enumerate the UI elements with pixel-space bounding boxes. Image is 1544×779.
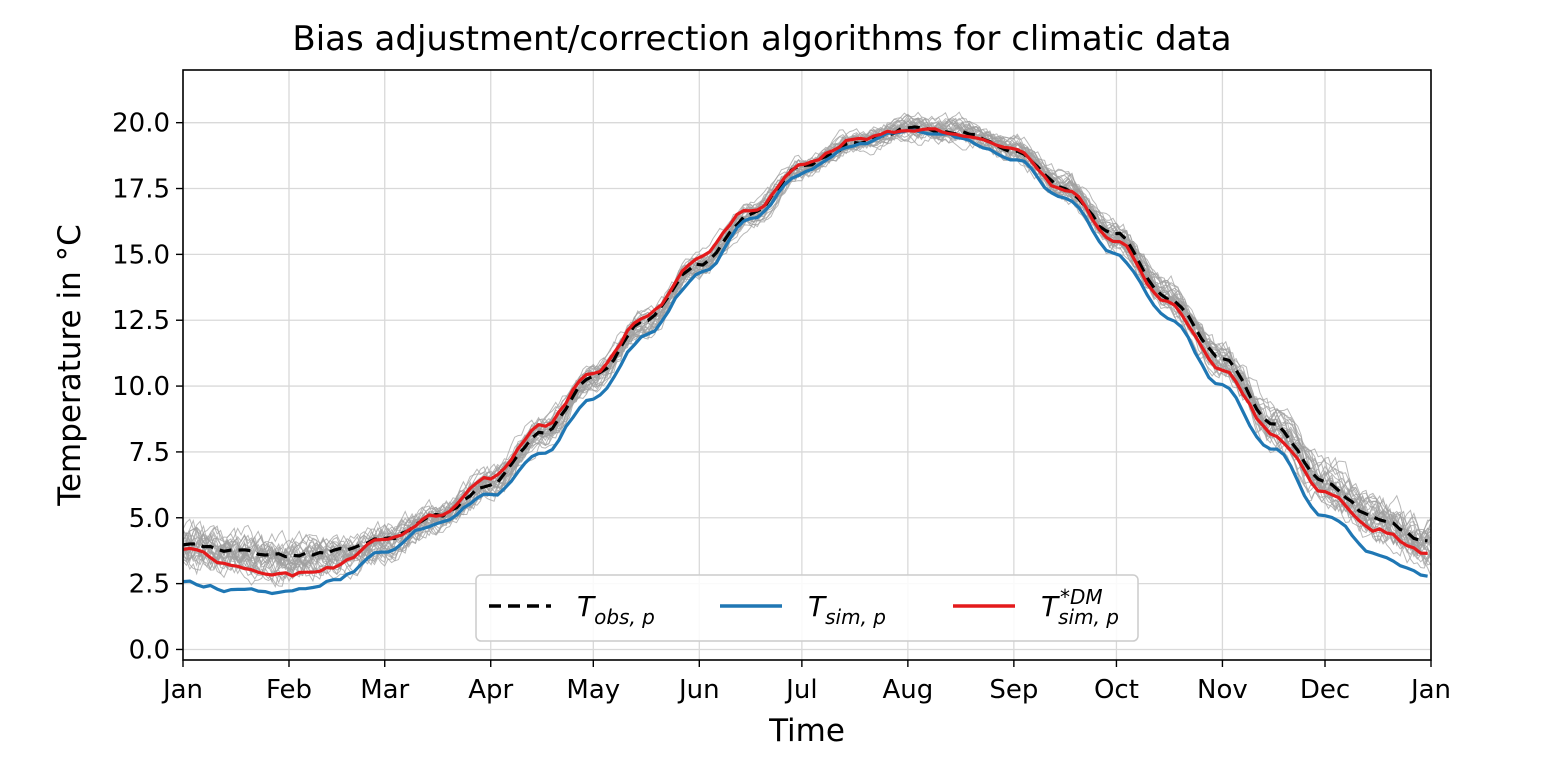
ensemble-line (182, 116, 1432, 567)
x-tick-label: Apr (468, 675, 513, 705)
ensemble-line (182, 119, 1432, 583)
y-tick-label: 20.0 (112, 109, 170, 139)
ensemble-line (182, 119, 1432, 570)
series-line-1 (182, 128, 1428, 596)
ensemble-line (182, 125, 1432, 584)
x-tick-label: Jan (161, 675, 203, 705)
ensemble-line (182, 118, 1432, 567)
y-tick-label: 12.5 (112, 306, 170, 336)
x-tick-label: Oct (1094, 675, 1139, 705)
ensemble-line (182, 128, 1432, 580)
x-tick-label: Jul (784, 675, 817, 705)
y-axis-ticks: 0.0 2.5 5.0 7.5 10.0 12.5 15.0 17.5 20.0 (112, 109, 183, 665)
x-tick-label: May (566, 675, 620, 705)
x-tick-label: Mar (360, 675, 409, 705)
ensemble-line (182, 125, 1432, 577)
y-tick-label: 15.0 (112, 240, 170, 270)
y-tick-label: 7.5 (129, 438, 170, 468)
plot-frame (182, 69, 1432, 661)
x-tick-label: Aug (882, 675, 933, 705)
ensemble-line (182, 117, 1432, 576)
legend-label-0: Tobs, p (577, 590, 655, 629)
ensemble-line (182, 118, 1432, 567)
x-tick-label: Jan (1409, 675, 1451, 705)
x-tick-label: Jun (677, 675, 720, 705)
y-tick-label: 10.0 (112, 372, 170, 402)
ensemble-line (182, 111, 1432, 567)
ensemble-line (182, 113, 1432, 564)
ensemble-line (182, 113, 1432, 576)
ensemble-line (182, 120, 1432, 580)
ensemble-line (182, 111, 1432, 574)
ensemble-line (182, 123, 1432, 577)
ensemble-line (182, 127, 1432, 584)
x-axis-ticks: Jan Feb Mar Apr May Jun Jul Aug Sep Oct Nov Dec Jan (161, 660, 1451, 705)
ensemble-line (182, 114, 1432, 563)
ensemble-line (182, 117, 1432, 576)
legend-label-1: Tsim, p (808, 590, 886, 629)
legend-superscript-2: *DM (1060, 585, 1103, 609)
x-tick-label: Feb (266, 675, 312, 705)
series-line-0 (182, 125, 1428, 559)
legend-box (475, 574, 1139, 642)
ensemble-line (182, 118, 1432, 586)
legend: Tobs, p Tsim, p Tsim, p*DM (475, 574, 1139, 642)
x-axis-label: Time (768, 713, 845, 749)
ensemble-line (182, 123, 1432, 574)
ensemble-line (182, 117, 1432, 580)
ensemble-lines (182, 111, 1432, 589)
x-tick-label: Nov (1197, 675, 1248, 705)
y-tick-label: 2.5 (129, 570, 170, 600)
y-tick-label: 0.0 (129, 635, 170, 665)
y-tick-label: 5.0 (129, 504, 170, 534)
ensemble-line (182, 112, 1432, 573)
x-tick-label: Dec (1300, 675, 1350, 705)
x-tick-label: Sep (989, 675, 1038, 705)
chart-title: Bias adjustment/correction algorithms fo… (292, 19, 1231, 59)
series-lines (182, 125, 1428, 596)
ensemble-line (182, 116, 1432, 568)
series-line-2 (182, 127, 1428, 578)
y-axis-label: Temperature in °C (52, 224, 88, 506)
y-tick-label: 17.5 (112, 175, 170, 205)
ensemble-line (182, 121, 1432, 579)
legend-label-2: Tsim, p (1041, 590, 1119, 629)
